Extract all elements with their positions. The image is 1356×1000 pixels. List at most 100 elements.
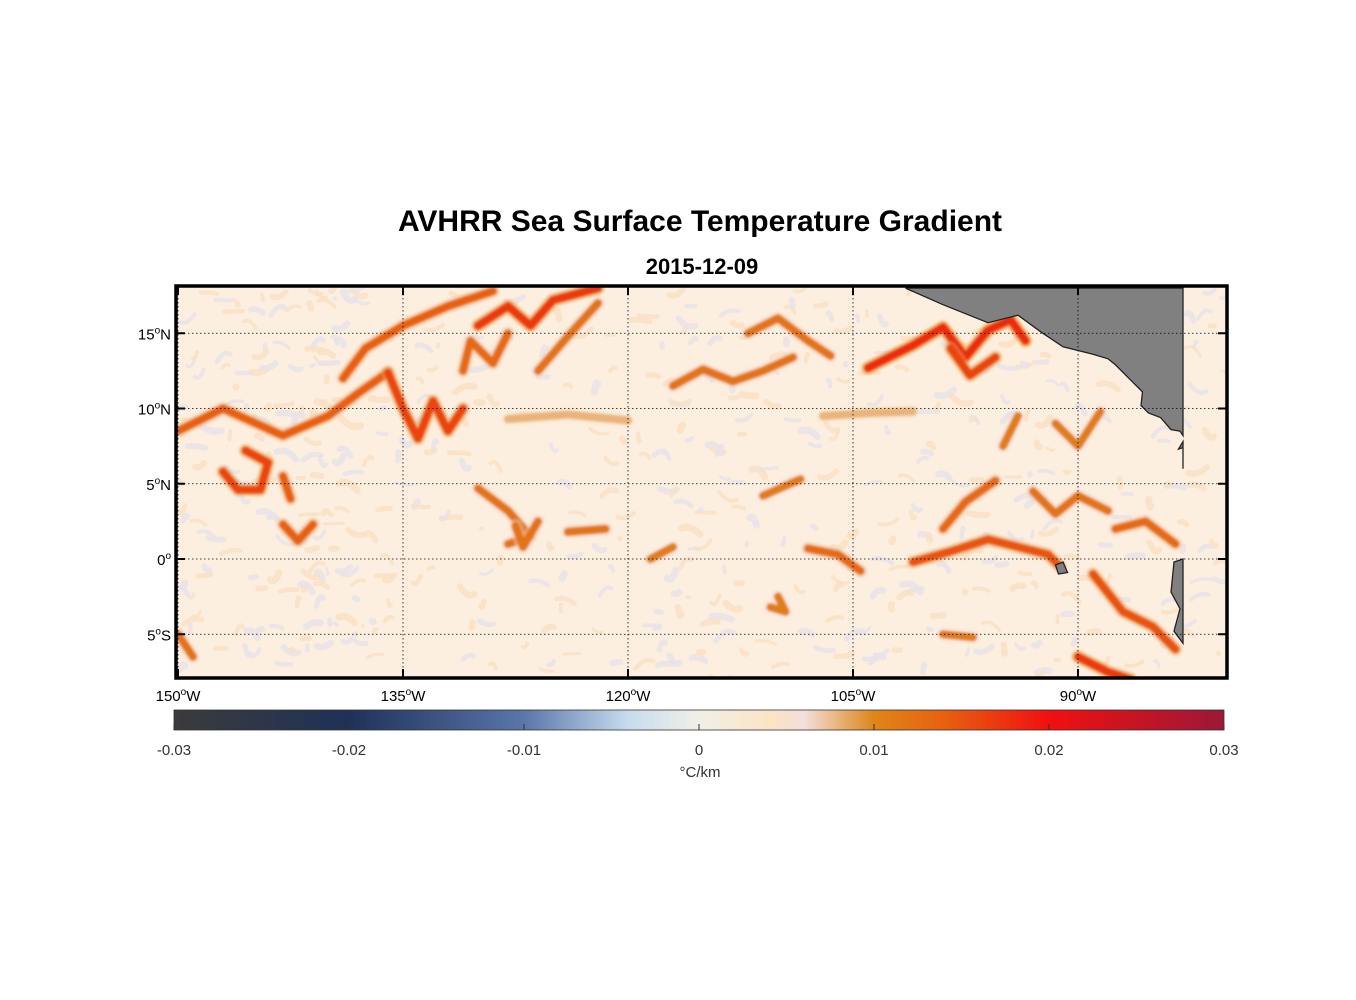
texture-stroke	[635, 431, 642, 444]
texture-stroke	[908, 509, 918, 521]
texture-stroke	[362, 529, 379, 544]
texture-stroke	[663, 566, 680, 583]
texture-stroke	[189, 518, 208, 527]
texture-stroke	[1019, 360, 1031, 369]
texture-stroke	[607, 564, 616, 573]
texture-stroke	[180, 512, 191, 524]
texture-stroke	[297, 512, 320, 517]
texture-stroke	[968, 476, 985, 483]
texture-stroke	[255, 625, 266, 634]
texture-stroke	[332, 296, 338, 302]
texture-stroke	[972, 586, 991, 593]
texture-stroke	[713, 628, 737, 644]
texture-stroke	[269, 623, 285, 631]
texture-stroke	[317, 455, 328, 469]
texture-stroke	[1039, 351, 1052, 359]
chart-subtitle: 2015-12-09	[645, 254, 759, 279]
texture-stroke	[192, 459, 207, 471]
texture-stroke	[274, 661, 294, 667]
texture-stroke	[948, 477, 970, 488]
texture-stroke	[540, 623, 557, 635]
texture-stroke	[486, 393, 501, 408]
texture-stroke	[414, 342, 434, 354]
texture-stroke	[1037, 468, 1056, 476]
texture-stroke	[334, 564, 354, 575]
texture-stroke	[744, 540, 750, 548]
texture-stroke	[994, 560, 1010, 568]
texture-stroke	[1116, 475, 1124, 490]
texture-stroke	[656, 639, 669, 653]
texture-stroke	[548, 442, 559, 454]
texture-stroke	[277, 587, 300, 594]
front-13	[744, 314, 835, 360]
front-22	[1111, 517, 1180, 548]
texture-stroke	[1220, 369, 1227, 374]
texture-stroke	[300, 568, 322, 581]
front-5	[339, 287, 497, 383]
texture-stroke	[619, 435, 628, 445]
texture-stroke	[1124, 659, 1145, 668]
texture-stroke	[335, 478, 361, 495]
texture-stroke	[331, 320, 351, 333]
texture-stroke	[910, 503, 924, 513]
texture-stroke	[933, 386, 957, 400]
texture-stroke	[546, 659, 556, 668]
texture-stroke	[259, 360, 279, 372]
front-4	[279, 520, 317, 545]
texture-stroke	[831, 575, 851, 585]
texture-stroke	[192, 367, 206, 380]
texture-stroke	[1033, 439, 1043, 451]
texture-stroke	[212, 645, 229, 652]
colorbar-tick-label: 0.01	[859, 742, 888, 759]
texture-stroke	[334, 505, 350, 514]
texture-stroke	[809, 523, 819, 532]
texture-stroke	[833, 325, 854, 335]
texture-stroke	[673, 498, 694, 509]
texture-stroke	[290, 411, 306, 426]
texture-stroke	[651, 448, 669, 459]
texture-stroke	[1183, 309, 1197, 324]
texture-stroke	[316, 297, 337, 309]
texture-stroke	[198, 422, 225, 435]
texture-stroke	[288, 646, 296, 654]
lat-tick-label: 0o	[157, 551, 171, 569]
texture-stroke	[654, 660, 677, 668]
texture-stroke	[367, 395, 391, 404]
texture-stroke	[996, 363, 1021, 371]
texture-stroke	[361, 624, 365, 629]
texture-stroke	[423, 322, 446, 333]
front-0	[176, 368, 392, 440]
texture-stroke	[652, 624, 663, 631]
texture-stroke	[916, 455, 930, 464]
texture-stroke	[488, 459, 503, 474]
texture-stroke	[335, 612, 358, 626]
colorbar-unit: °C/km	[679, 764, 721, 781]
texture-stroke	[545, 541, 555, 552]
texture-stroke	[378, 405, 387, 412]
texture-stroke	[721, 564, 727, 575]
texture-stroke	[247, 306, 266, 316]
texture-stroke	[866, 394, 885, 408]
texture-stroke	[1218, 296, 1227, 301]
lat-tick-label: 10oN	[138, 401, 171, 419]
texture-stroke	[854, 313, 861, 324]
texture-stroke	[896, 589, 916, 601]
texture-stroke	[746, 513, 760, 529]
texture-stroke	[816, 468, 840, 481]
texture-stroke	[1045, 446, 1055, 452]
texture-stroke	[1211, 576, 1227, 585]
texture-stroke	[825, 310, 835, 323]
texture-stroke	[1209, 538, 1220, 549]
texture-stroke	[797, 627, 816, 638]
texture-stroke	[238, 493, 251, 505]
texture-stroke	[674, 604, 685, 619]
texture-stroke	[608, 365, 618, 373]
texture-stroke	[822, 419, 841, 434]
texture-stroke	[558, 570, 568, 582]
texture-stroke	[262, 402, 273, 413]
texture-stroke	[177, 503, 188, 516]
texture-stroke	[884, 425, 891, 436]
texture-stroke	[327, 511, 335, 518]
texture-stroke	[699, 617, 721, 628]
texture-stroke	[297, 580, 316, 596]
